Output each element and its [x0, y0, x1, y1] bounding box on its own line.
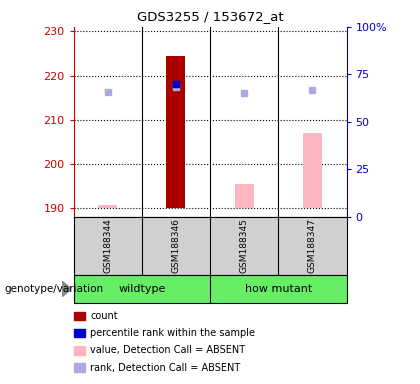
Text: rank, Detection Call = ABSENT: rank, Detection Call = ABSENT	[90, 362, 241, 373]
Text: value, Detection Call = ABSENT: value, Detection Call = ABSENT	[90, 345, 245, 356]
Bar	[303, 133, 322, 208]
Bar	[166, 56, 186, 208]
Bar	[234, 184, 254, 208]
Text: GSM188346: GSM188346	[171, 218, 180, 273]
Bar	[98, 205, 117, 208]
Text: percentile rank within the sample: percentile rank within the sample	[90, 328, 255, 338]
Text: how mutant: how mutant	[244, 284, 312, 294]
Polygon shape	[62, 281, 71, 296]
Text: genotype/variation: genotype/variation	[4, 284, 103, 294]
Text: count: count	[90, 311, 118, 321]
Text: GSM188347: GSM188347	[308, 218, 317, 273]
Text: GSM188345: GSM188345	[240, 218, 249, 273]
Text: wildtype: wildtype	[118, 284, 165, 294]
Text: GSM188344: GSM188344	[103, 218, 112, 273]
Title: GDS3255 / 153672_at: GDS3255 / 153672_at	[136, 10, 284, 23]
